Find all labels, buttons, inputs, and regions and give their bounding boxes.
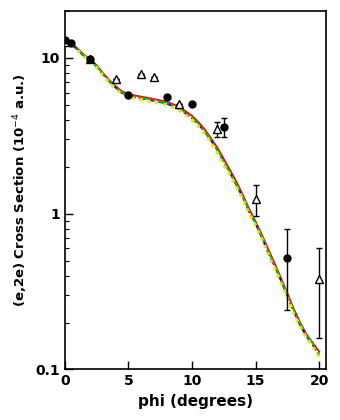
Y-axis label: (e,2e) Cross Section (10$^{-4}$ a.u.): (e,2e) Cross Section (10$^{-4}$ a.u.) — [11, 74, 30, 307]
X-axis label: phi (degrees): phi (degrees) — [138, 394, 253, 409]
